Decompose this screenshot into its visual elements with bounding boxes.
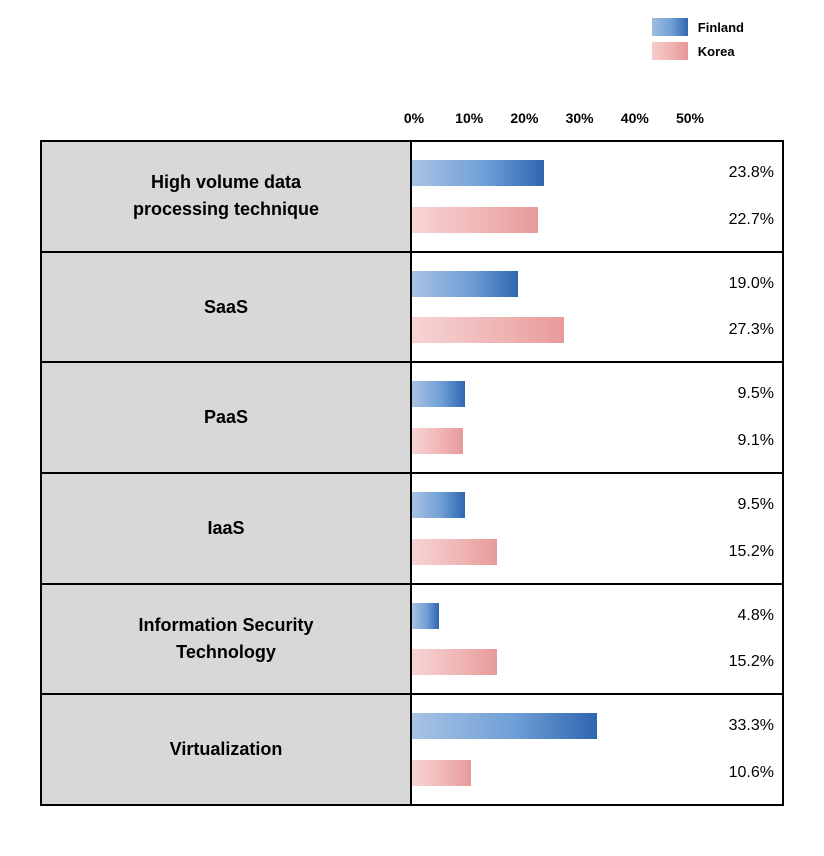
bars-cell: 4.8% 15.2% (412, 585, 782, 694)
bar-line-korea: 15.2% (412, 536, 782, 568)
chart-row: IaaS 9.5% 15.2% (42, 474, 782, 585)
bar-line-korea: 22.7% (412, 204, 782, 236)
bars-cell: 9.5% 9.1% (412, 363, 782, 472)
value-label-korea: 9.1% (738, 432, 774, 450)
category-cell: Information SecurityTechnology (42, 585, 412, 694)
value-label-finland: 9.5% (738, 385, 774, 403)
bar-finland (412, 603, 439, 629)
chart-row: PaaS 9.5% 9.1% (42, 363, 782, 474)
bar-line-korea: 27.3% (412, 314, 782, 346)
legend-label-finland: Finland (698, 20, 744, 35)
bar-korea (412, 428, 463, 454)
value-label-korea: 27.3% (729, 321, 774, 339)
category-cell: PaaS (42, 363, 412, 472)
bar-korea (412, 539, 497, 565)
legend-swatch-korea (652, 42, 688, 60)
bar-finland (412, 713, 597, 739)
chart-container: Finland Korea 0% 10% 20% 30% 40% 50% High vol… (0, 0, 824, 856)
category-label: High volume dataprocessing technique (133, 169, 319, 223)
category-cell: Virtualization (42, 695, 412, 804)
bar-korea (412, 207, 538, 233)
plot-area (412, 710, 690, 742)
axis-tick-label: 20% (510, 110, 538, 126)
chart-row: Virtualization 33.3% 10.6% (42, 695, 782, 804)
plot-area (412, 600, 690, 632)
bar-line-finland: 9.5% (412, 489, 782, 521)
plot-area (412, 757, 690, 789)
value-label-finland: 33.3% (729, 717, 774, 735)
axis-tick-label: 10% (455, 110, 483, 126)
bars-cell: 9.5% 15.2% (412, 474, 782, 583)
bar-korea (412, 760, 471, 786)
bar-korea (412, 649, 497, 675)
value-label-finland: 19.0% (729, 275, 774, 293)
category-label: Virtualization (170, 736, 283, 763)
axis-labels: 0%10%20%30%40%50% (414, 110, 690, 132)
plot-area (412, 536, 690, 568)
value-label-korea: 22.7% (729, 211, 774, 229)
legend: Finland Korea (652, 18, 744, 66)
legend-swatch-finland (652, 18, 688, 36)
value-label-finland: 4.8% (738, 607, 774, 625)
bar-finland (412, 492, 465, 518)
bar-line-finland: 23.8% (412, 157, 782, 189)
chart-row: SaaS 19.0% 27.3% (42, 253, 782, 364)
bars-cell: 33.3% 10.6% (412, 695, 782, 804)
bar-finland (412, 271, 518, 297)
bar-line-finland: 33.3% (412, 710, 782, 742)
category-label: SaaS (204, 294, 248, 321)
bar-line-korea: 10.6% (412, 757, 782, 789)
value-label-korea: 10.6% (729, 764, 774, 782)
category-label: IaaS (207, 515, 244, 542)
plot-area (412, 646, 690, 678)
bar-line-korea: 9.1% (412, 425, 782, 457)
value-label-korea: 15.2% (729, 653, 774, 671)
value-label-korea: 15.2% (729, 543, 774, 561)
category-cell: SaaS (42, 253, 412, 362)
bar-line-finland: 9.5% (412, 378, 782, 410)
bar-line-korea: 15.2% (412, 646, 782, 678)
axis-tick-label: 50% (676, 110, 704, 126)
value-label-finland: 23.8% (729, 164, 774, 182)
category-cell: High volume dataprocessing technique (42, 142, 412, 251)
axis-tick-label: 0% (404, 110, 424, 126)
bars-cell: 23.8% 22.7% (412, 142, 782, 251)
plot-area (412, 489, 690, 521)
category-label: PaaS (204, 404, 248, 431)
chart-body: High volume dataprocessing technique 23.8… (40, 140, 784, 806)
plot-area (412, 157, 690, 189)
plot-area (412, 378, 690, 410)
bar-korea (412, 317, 564, 343)
bar-line-finland: 4.8% (412, 600, 782, 632)
axis-tick-label: 30% (566, 110, 594, 126)
bar-line-finland: 19.0% (412, 268, 782, 300)
chart-row: High volume dataprocessing technique 23.8… (42, 142, 782, 253)
plot-area (412, 314, 690, 346)
plot-area (412, 425, 690, 457)
bar-finland (412, 160, 544, 186)
value-label-finland: 9.5% (738, 496, 774, 514)
plot-area (412, 204, 690, 236)
legend-label-korea: Korea (698, 44, 735, 59)
chart-row: Information SecurityTechnology 4.8% 15.2% (42, 585, 782, 696)
legend-item-korea: Korea (652, 42, 744, 60)
plot-area (412, 268, 690, 300)
bar-finland (412, 381, 465, 407)
axis-tick-label: 40% (621, 110, 649, 126)
legend-item-finland: Finland (652, 18, 744, 36)
bars-cell: 19.0% 27.3% (412, 253, 782, 362)
category-label: Information SecurityTechnology (138, 612, 313, 666)
category-cell: IaaS (42, 474, 412, 583)
